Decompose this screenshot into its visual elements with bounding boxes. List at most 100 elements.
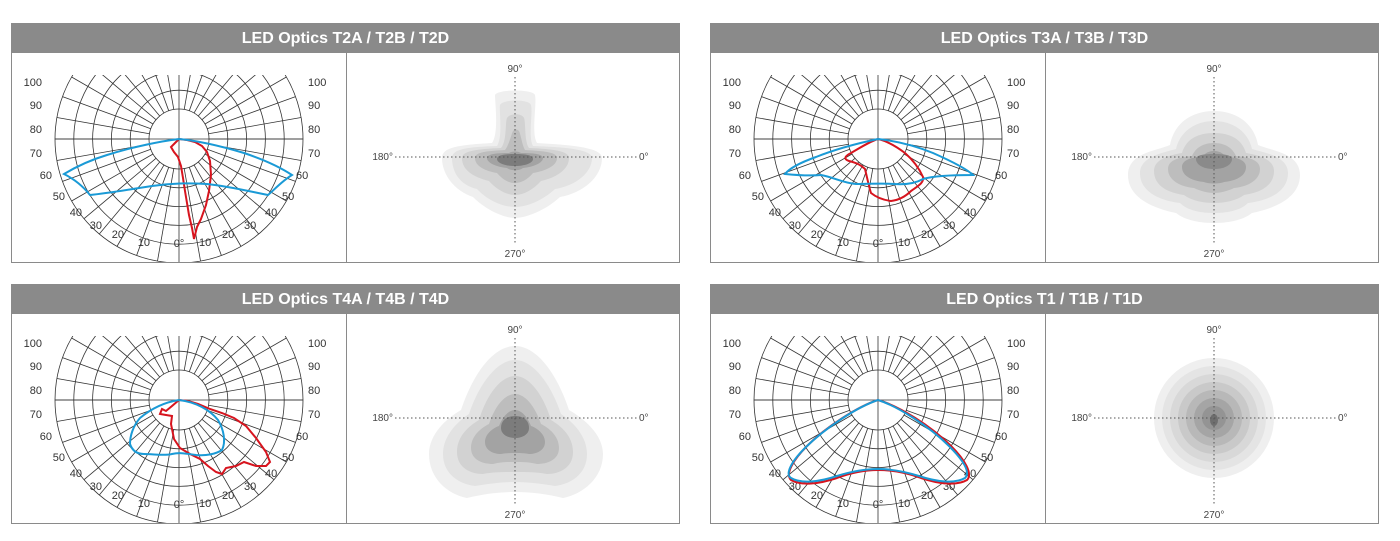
iso-label-top: 90° — [1206, 325, 1221, 336]
optics-panel-t2: LED Optics T2A / T2B / T2D 100 90 80 70 60 50… — [11, 23, 680, 263]
polar-scale-label: 30 — [244, 481, 256, 493]
polar-scale-label: 20 — [112, 229, 124, 241]
polar-scale-label: 50 — [981, 452, 993, 464]
polar-scale-label: 30 — [90, 220, 102, 232]
iso-label-bottom: 270° — [1204, 510, 1225, 521]
polar-scale-label: 80 — [1007, 124, 1019, 136]
panel-title: LED Optics T1 / T1B / T1D — [711, 285, 1378, 314]
polar-scale-label: 20 — [222, 229, 234, 241]
polar-scale-label: 100 — [24, 338, 42, 350]
polar-scale-label: 100 — [308, 77, 326, 89]
polar-scale-label: 100 — [1007, 77, 1025, 89]
polar-scale-label: 70 — [729, 409, 741, 421]
polar-scale-label: 50 — [53, 191, 65, 203]
iso-label-top: 90° — [507, 64, 522, 75]
polar-scale-label: 50 — [752, 452, 764, 464]
polar-scale-label: 60 — [40, 431, 52, 443]
iso-label-top: 90° — [507, 325, 522, 336]
polar-scale-label: 60 — [739, 431, 751, 443]
polar-scale-label: 10 — [898, 237, 910, 249]
polar-scale-label: 40 — [265, 207, 277, 219]
isolux-chart-svg: 90° 180° 0° 270° — [1071, 64, 1348, 260]
polar-scale-label: 20 — [811, 229, 823, 241]
polar-scale-label: 80 — [729, 385, 741, 397]
isolux-chart-svg: 90° 180° 0° 270° — [372, 325, 649, 521]
polar-scale-label: 40 — [964, 207, 976, 219]
polar-scale-label: 10 — [837, 237, 849, 249]
iso-label-right: 0° — [639, 152, 649, 163]
polar-scale-label: 90 — [729, 361, 741, 373]
polar-scale-label: 70 — [729, 148, 741, 160]
blue-distribution-curve — [61, 137, 294, 197]
polar-scale-label: 20 — [921, 490, 933, 502]
isolux-diagram: 90° 180° 0° 270° — [1046, 53, 1378, 262]
polar-scale-label: 40 — [70, 207, 82, 219]
polar-diagram: 100 90 80 70 60 50 40 30 20 10 0° 10 20 30 40 50 60 70 80 9… — [12, 53, 347, 262]
iso-label-left: 180° — [372, 152, 393, 163]
polar-diagram: 100 90 80 70 60 50 40 30 20 10 0° 10 20 30 40 50 60 70 80 9… — [12, 314, 347, 523]
polar-scale-label: 60 — [296, 170, 308, 182]
polar-scale-label: 100 — [308, 338, 326, 350]
polar-scale-label: 30 — [789, 481, 801, 493]
polar-scale-label: 10 — [138, 498, 150, 510]
polar-scale-label: 60 — [995, 170, 1007, 182]
polar-scale-label: 80 — [30, 124, 42, 136]
polar-scale-label: 100 — [723, 77, 741, 89]
polar-scale-label: 90 — [30, 361, 42, 373]
polar-scale-label: 80 — [308, 124, 320, 136]
polar-scale-label: 30 — [90, 481, 102, 493]
polar-scale-label: 80 — [30, 385, 42, 397]
polar-scale-label: 40 — [70, 468, 82, 480]
polar-grid — [753, 75, 1003, 262]
isolux-chart-svg: 90° 180° 0° 270° — [372, 64, 649, 260]
polar-scale-label: 60 — [40, 170, 52, 182]
iso-label-right: 0° — [639, 413, 649, 424]
iso-label-right: 0° — [1338, 413, 1348, 424]
polar-scale-label: 40 — [769, 468, 781, 480]
polar-scale-label: 60 — [739, 170, 751, 182]
isolux-contours — [1128, 111, 1300, 223]
polar-scale-label: 20 — [811, 490, 823, 502]
isolux-diagram: 90° 180° 0° 270° — [347, 314, 679, 523]
blue-distribution-curve — [128, 398, 226, 457]
polar-scale-label: 70 — [308, 148, 320, 160]
red-distribution-curve — [788, 398, 970, 485]
iso-label-left: 180° — [372, 413, 393, 424]
red-distribution-curve — [169, 137, 213, 240]
polar-scale-label: 0° — [174, 238, 185, 250]
polar-scale-label: 100 — [723, 338, 741, 350]
polar-scale-label: 0° — [174, 499, 185, 511]
panel-title: LED Optics T4A / T4B / T4D — [12, 285, 679, 314]
polar-scale-label: 60 — [296, 431, 308, 443]
blue-distribution-curve — [787, 398, 968, 483]
polar-scale-label: 0° — [873, 238, 884, 250]
optics-panel-t1: LED Optics T1 / T1B / T1D 100 90 80 70 60 50 4… — [710, 284, 1379, 524]
iso-label-left: 180° — [1071, 413, 1092, 424]
panel-title: LED Optics T2A / T2B / T2D — [12, 24, 679, 53]
polar-scale-label: 80 — [1007, 385, 1019, 397]
isolux-contours — [1154, 358, 1274, 478]
polar-scale-label: 90 — [1007, 100, 1019, 112]
polar-scale-label: 90 — [729, 100, 741, 112]
polar-scale-label: 10 — [898, 498, 910, 510]
polar-diagram: 100 90 80 70 60 50 40 30 20 10 0° 10 20 30 40 50 60 70 80 9… — [711, 314, 1046, 523]
polar-scale-label: 30 — [244, 220, 256, 232]
polar-scale-label: 20 — [112, 490, 124, 502]
polar-scale-label: 20 — [921, 229, 933, 241]
polar-scale-label: 40 — [265, 468, 277, 480]
isolux-diagram: 90° 180° 0° 270° — [347, 53, 679, 262]
polar-scale-label: 90 — [30, 100, 42, 112]
polar-scale-label: 50 — [282, 452, 294, 464]
polar-scale-label: 70 — [1007, 409, 1019, 421]
polar-scale-label: 30 — [789, 220, 801, 232]
polar-scale-label: 100 — [24, 77, 42, 89]
polar-scale-label: 30 — [943, 220, 955, 232]
iso-label-right: 0° — [1338, 152, 1348, 163]
polar-scale-label: 50 — [53, 452, 65, 464]
iso-label-left: 180° — [1071, 152, 1092, 163]
iso-label-bottom: 270° — [505, 510, 526, 521]
iso-label-bottom: 270° — [1204, 249, 1225, 260]
